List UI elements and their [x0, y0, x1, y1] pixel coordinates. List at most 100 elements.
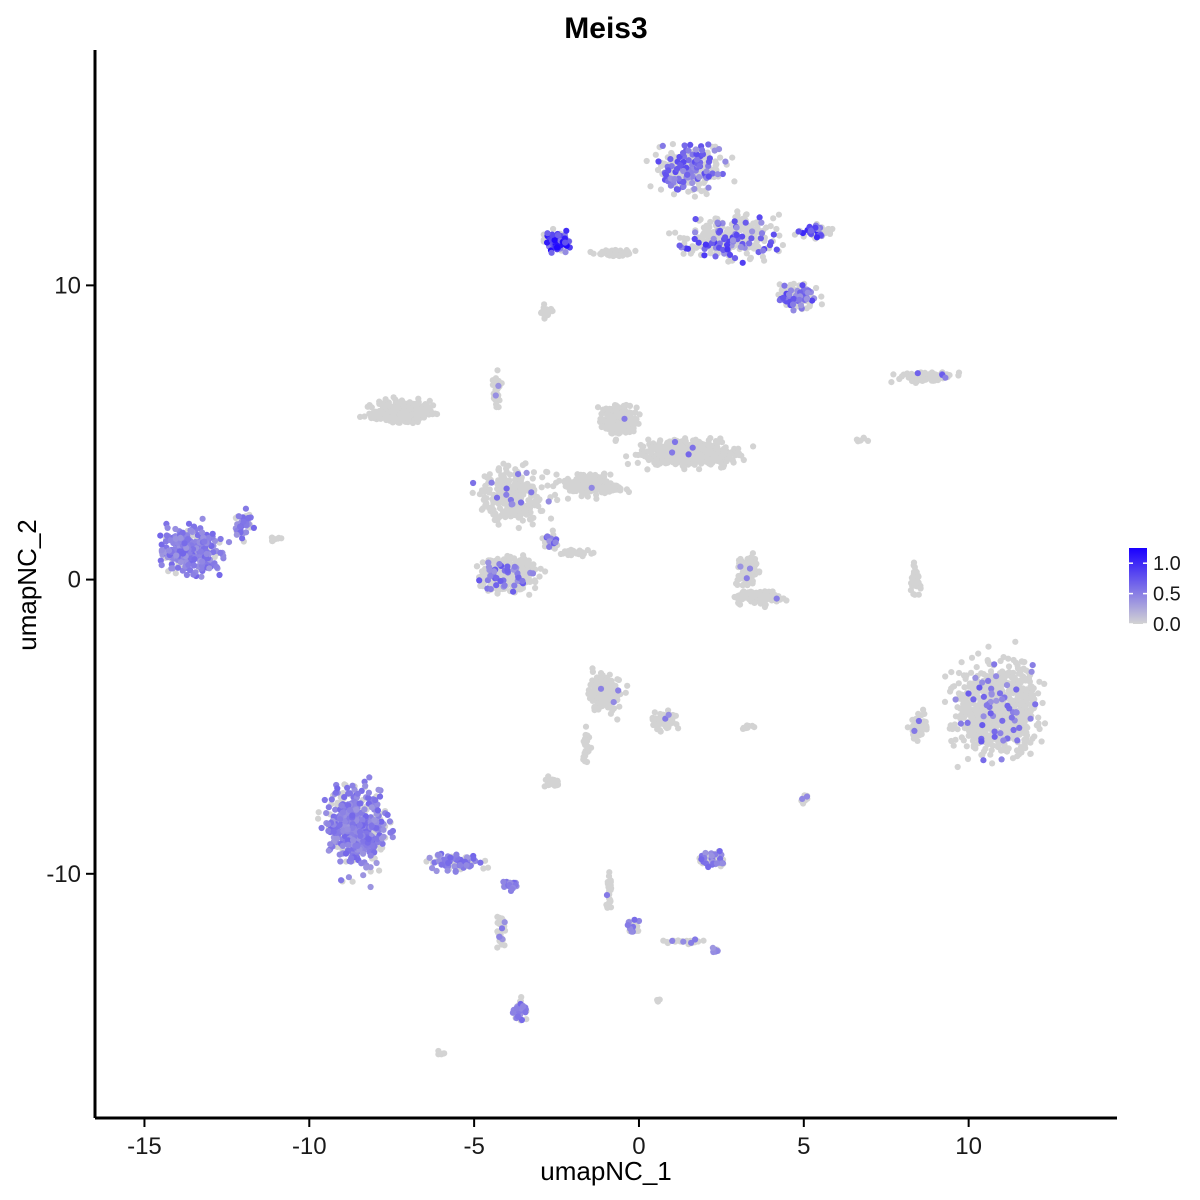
cell-point — [680, 250, 687, 257]
cell-point — [948, 685, 955, 692]
cell-point — [955, 372, 962, 379]
cell-point — [505, 478, 512, 485]
cell-point — [684, 235, 691, 242]
cell-point — [964, 725, 972, 733]
cell-point — [581, 735, 589, 743]
cell-point — [530, 561, 537, 568]
cell-point — [700, 937, 707, 944]
cell-point — [386, 402, 393, 409]
cell-point — [911, 564, 918, 571]
cell-point — [964, 704, 971, 712]
cell-point — [690, 437, 697, 444]
cell-point — [536, 573, 543, 580]
cell-point — [694, 449, 701, 456]
cell-point — [609, 430, 616, 437]
cell-point — [973, 690, 980, 697]
cell-point — [486, 489, 493, 496]
cell-point — [623, 486, 631, 493]
cell-point — [587, 681, 594, 688]
cell-point — [591, 704, 598, 711]
expressing-cell-point — [333, 835, 340, 842]
expressing-cell-point — [367, 883, 374, 891]
cell-point — [484, 864, 492, 871]
cell-point — [605, 900, 612, 907]
cell-point — [756, 590, 763, 597]
cell-point — [1010, 656, 1017, 664]
expressing-cell-point — [342, 850, 350, 857]
cell-point — [672, 229, 679, 236]
cell-point — [958, 734, 965, 741]
cell-point — [787, 281, 794, 288]
cell-point — [544, 482, 551, 489]
cell-point — [539, 474, 546, 481]
cell-point — [519, 569, 526, 576]
cell-point — [963, 672, 970, 679]
cell-point — [980, 671, 987, 678]
cell-point — [376, 867, 383, 874]
cell-point — [775, 211, 783, 218]
cell-point — [556, 477, 563, 484]
cell-point — [615, 676, 623, 684]
cell-point — [989, 760, 996, 767]
expressing-cell-point — [199, 515, 206, 522]
cell-point — [519, 462, 527, 469]
cell-point — [549, 308, 556, 315]
cell-point — [617, 251, 624, 258]
expressing-cell-point — [366, 774, 373, 781]
cell-point — [625, 428, 632, 435]
cell-point — [731, 178, 738, 185]
cell-point — [928, 372, 935, 379]
cell-point — [664, 439, 671, 446]
cell-point — [429, 411, 436, 418]
cell-point — [479, 559, 486, 566]
cell-point — [426, 397, 433, 404]
cell-point — [697, 216, 704, 223]
cell-point — [652, 151, 659, 158]
expressing-cell-point — [233, 531, 240, 538]
cell-point — [275, 534, 282, 542]
cell-point — [637, 441, 644, 449]
cell-point — [1030, 692, 1037, 699]
cell-point — [746, 590, 753, 597]
cell-point — [368, 413, 375, 420]
cell-point — [1027, 750, 1034, 758]
expressing-cell-point — [209, 530, 216, 537]
cell-point — [1021, 703, 1028, 710]
cell-point — [970, 684, 977, 691]
cell-point — [579, 489, 586, 496]
expressing-cell-point — [179, 550, 187, 557]
cell-point — [377, 846, 384, 853]
cell-point — [923, 722, 930, 729]
cell-point — [1016, 751, 1023, 758]
cell-point — [529, 521, 536, 528]
cell-point — [989, 742, 997, 749]
expressing-cell-point — [365, 794, 372, 802]
cell-point — [607, 414, 614, 421]
cell-point — [651, 459, 658, 466]
cell-point — [586, 695, 594, 702]
cell-point — [551, 545, 558, 552]
expressing-cell-point — [199, 558, 206, 565]
cell-point — [770, 215, 777, 222]
cell-point — [767, 223, 774, 230]
cell-point — [506, 471, 514, 478]
cell-point — [406, 399, 413, 406]
cell-point — [632, 451, 639, 458]
cell-point — [685, 456, 692, 463]
expressing-cell-point — [336, 816, 344, 823]
cell-point — [751, 724, 758, 731]
cell-point — [736, 601, 744, 608]
cell-point — [521, 488, 528, 495]
cell-point — [999, 668, 1006, 675]
expressing-cell-point — [199, 529, 206, 536]
expressing-cell-point — [172, 535, 179, 542]
cell-point — [598, 692, 605, 699]
expressing-cell-point — [198, 573, 205, 580]
cell-point — [735, 451, 742, 459]
expressing-cell-point — [191, 556, 198, 563]
cell-point — [518, 994, 525, 1001]
cell-point — [412, 400, 419, 407]
cell-point — [669, 141, 677, 148]
cell-point — [909, 573, 917, 580]
